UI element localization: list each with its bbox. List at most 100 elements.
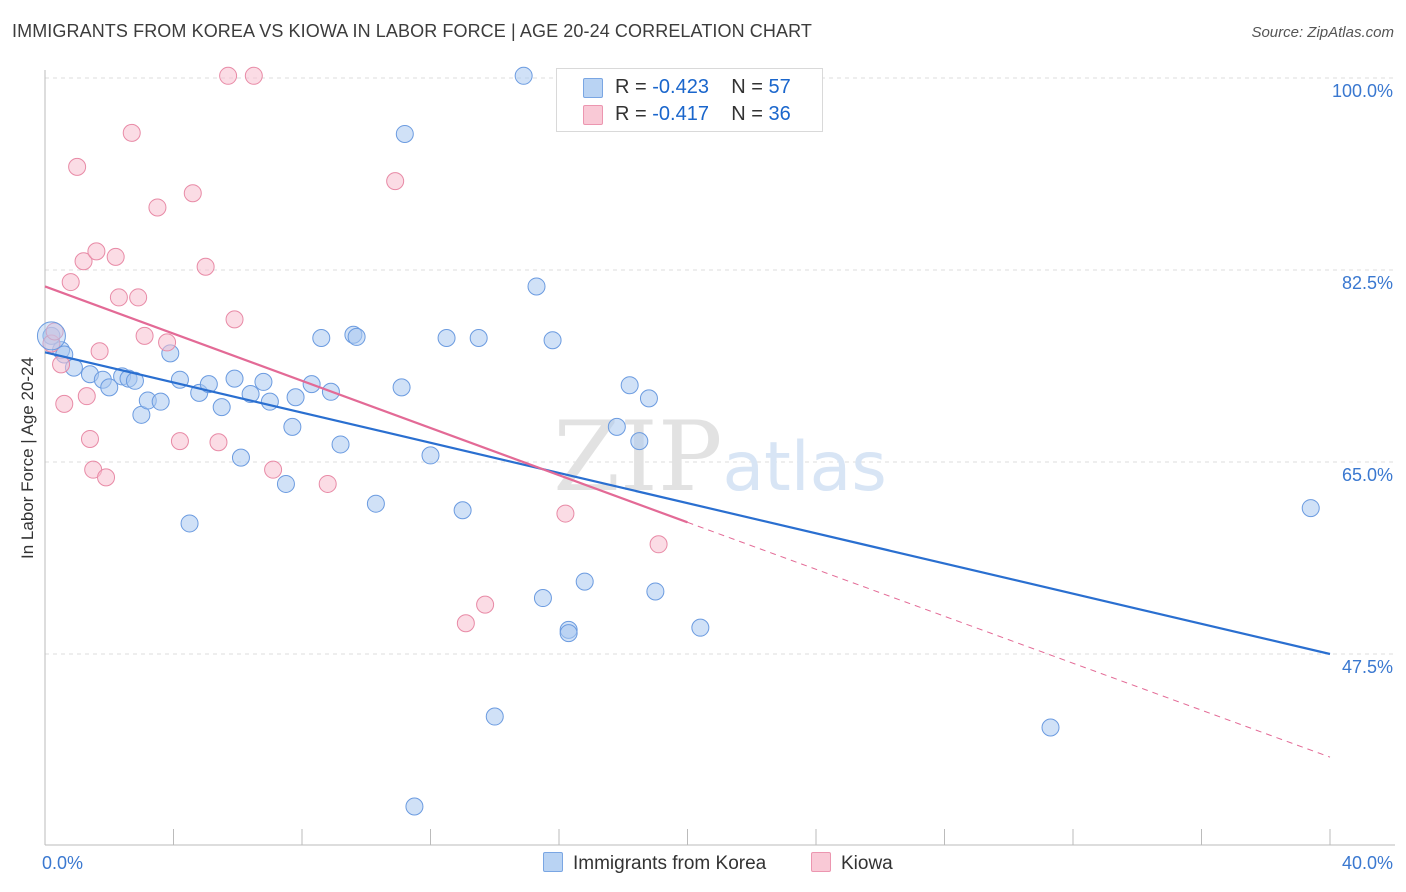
korea-point — [405, 797, 424, 816]
y-tick-label: 65.0% — [1342, 465, 1393, 485]
korea-point — [514, 66, 533, 85]
korea-point — [347, 327, 366, 346]
korea-point — [543, 331, 562, 350]
x-tick-label: 0.0% — [42, 853, 83, 873]
korea-point — [421, 446, 440, 465]
kiowa-point — [170, 432, 189, 451]
kiowa-point — [90, 342, 109, 361]
kiowa-point — [74, 252, 93, 271]
kiowa-point — [61, 273, 80, 292]
korea-point — [469, 329, 488, 348]
bottom-legend-swatch-korea — [543, 852, 563, 872]
korea-point — [395, 124, 414, 143]
kiowa-point — [87, 242, 106, 261]
kiowa-point — [264, 460, 283, 479]
kiowa-point — [209, 433, 228, 452]
kiowa-point — [97, 468, 116, 487]
korea-point — [620, 376, 639, 395]
kiowa-point — [68, 157, 87, 176]
kiowa-point — [122, 123, 141, 142]
kiowa-point — [109, 288, 128, 307]
korea-trend-line — [44, 351, 1331, 656]
kiowa-point — [649, 535, 668, 554]
bottom-legend-korea: Immigrants from Korea — [543, 852, 766, 875]
legend-n-value: 36 — [768, 103, 791, 125]
correlation-legend: R = -0.423 N = 57 R = -0.417 N = 36 — [556, 68, 823, 132]
kiowa-point — [135, 326, 154, 345]
kiowa-point — [106, 247, 125, 266]
kiowa-point — [318, 474, 337, 493]
korea-point — [691, 618, 710, 637]
korea-point — [312, 329, 331, 348]
korea-point — [276, 474, 295, 493]
kiowa-point — [183, 184, 202, 203]
legend-n-value: 57 — [768, 76, 791, 98]
korea-point — [453, 501, 472, 520]
bottom-legend-kiowa: Kiowa — [811, 852, 893, 875]
kiowa-point — [456, 614, 475, 633]
kiowa-point — [556, 504, 575, 523]
legend-r-label: R = — [615, 76, 653, 98]
korea-point — [1041, 718, 1060, 737]
korea-point — [366, 494, 385, 513]
korea-point — [212, 398, 231, 417]
korea-point — [646, 582, 665, 601]
korea-point — [225, 369, 244, 388]
y-axis-title: In Labor Force | Age 20-24 — [18, 357, 37, 559]
korea-point — [533, 589, 552, 608]
korea-point — [36, 321, 66, 351]
kiowa-point — [244, 66, 263, 85]
korea-point — [241, 384, 260, 403]
kiowa-point — [45, 322, 64, 341]
bottom-legend-label-korea: Immigrants from Korea — [573, 853, 767, 874]
legend-swatch-kiowa — [583, 105, 603, 125]
y-tick-label: 47.5% — [1342, 657, 1393, 677]
kiowa-point — [77, 387, 96, 406]
korea-point — [151, 392, 170, 411]
kiowa-trend-extension — [687, 521, 1331, 758]
chart-title: IMMIGRANTS FROM KOREA VS KIOWA IN LABOR … — [12, 21, 812, 41]
korea-point — [331, 435, 350, 454]
legend-swatch-korea — [583, 78, 603, 98]
korea-point — [630, 432, 649, 451]
korea-point — [607, 417, 626, 436]
korea-point — [485, 707, 504, 726]
bottom-legend-label-kiowa: Kiowa — [841, 853, 893, 874]
korea-point — [559, 624, 578, 643]
kiowa-point — [225, 310, 244, 329]
legend-r-value: -0.417 — [652, 103, 709, 125]
x-tick-label: 40.0% — [1342, 853, 1393, 873]
korea-point — [527, 277, 546, 296]
kiowa-point — [55, 394, 74, 413]
korea-point — [283, 417, 302, 436]
kiowa-point — [476, 595, 495, 614]
kiowa-point — [148, 198, 167, 217]
korea-point — [100, 378, 119, 397]
korea-point — [1301, 499, 1320, 518]
watermark: ZIPatlas — [553, 401, 887, 513]
legend-r-label: R = — [615, 103, 653, 125]
legend-n-label: N = — [731, 103, 769, 125]
kiowa-point — [158, 333, 177, 352]
source-label: Source: ZipAtlas.com — [1251, 24, 1394, 41]
korea-point — [199, 375, 218, 394]
bottom-legend-swatch-kiowa — [811, 852, 831, 872]
kiowa-trend-line — [44, 285, 688, 524]
korea-point — [639, 389, 658, 408]
korea-point — [286, 388, 305, 407]
y-tick-label: 82.5% — [1342, 273, 1393, 293]
korea-point — [180, 514, 199, 533]
legend-r-value: -0.423 — [652, 76, 709, 98]
kiowa-point — [80, 429, 99, 448]
legend-n-label: N = — [731, 76, 769, 98]
kiowa-point — [196, 257, 215, 276]
kiowa-point — [129, 288, 148, 307]
korea-point — [575, 572, 594, 591]
y-tick-label: 100.0% — [1332, 81, 1393, 101]
kiowa-point — [219, 66, 238, 85]
korea-point — [437, 329, 456, 348]
kiowa-point — [386, 172, 405, 191]
korea-point — [254, 372, 273, 391]
korea-point — [231, 448, 250, 467]
